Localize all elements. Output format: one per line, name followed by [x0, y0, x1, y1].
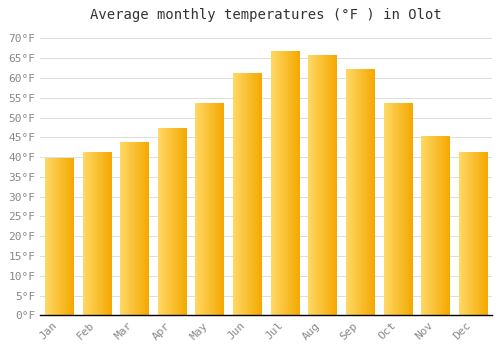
Title: Average monthly temperatures (°F ) in Olot: Average monthly temperatures (°F ) in Ol… — [90, 8, 442, 22]
